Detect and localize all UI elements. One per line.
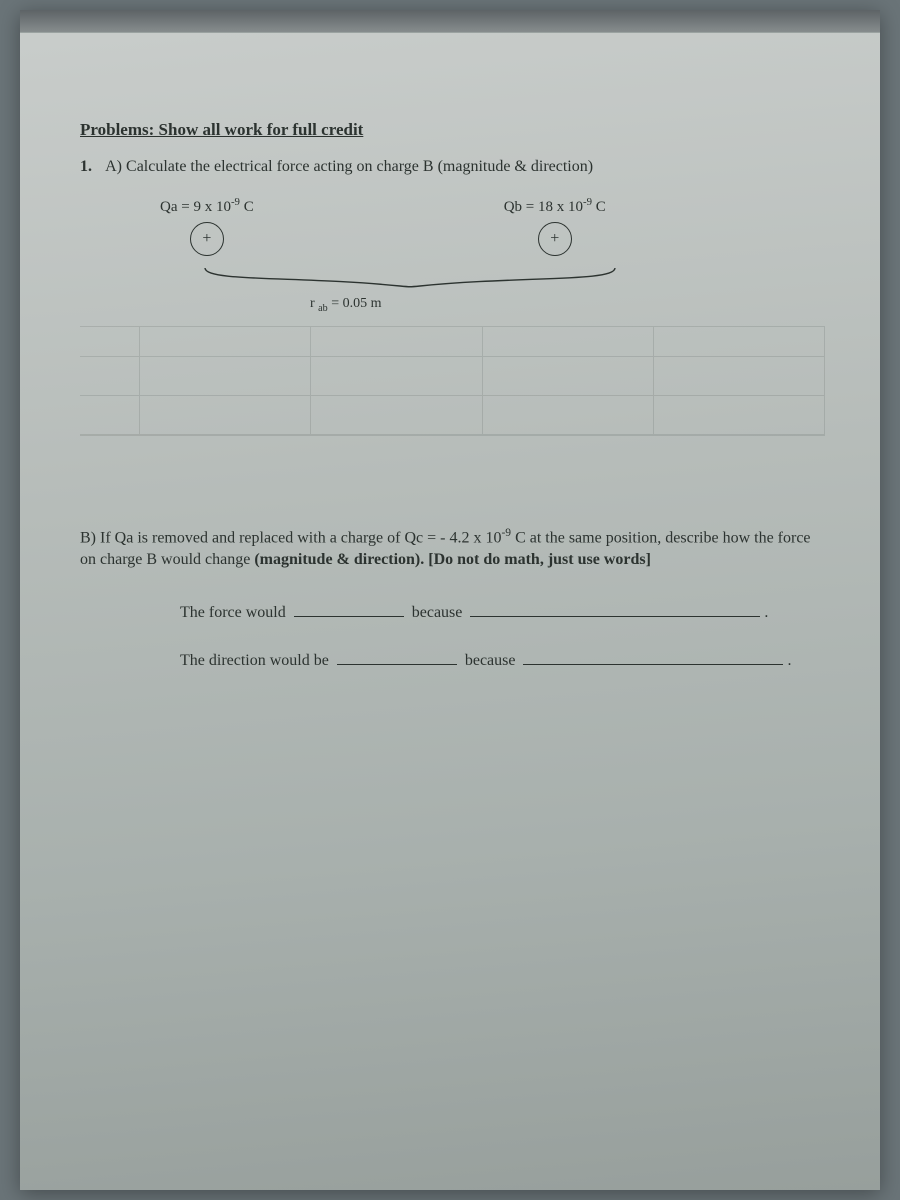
line1-prefix: The force would (180, 604, 286, 621)
qa-circle-icon: + (190, 222, 224, 256)
charge-qa: Qa = 9 x 10-9 C + (160, 196, 254, 256)
section-title: Problems: Show all work for full credit (80, 120, 825, 140)
qb-sign: + (550, 230, 559, 248)
qa-sign: + (202, 230, 211, 248)
problem-1a: 1. A) Calculate the electrical force act… (80, 158, 825, 176)
charge-qb: Qb = 18 x 10-9 C + (504, 196, 606, 256)
qb-label: Qb = 18 x 10-9 C (504, 196, 606, 216)
part-a-label: A) (105, 158, 122, 175)
fill-line-direction: The direction would be because . (180, 648, 825, 670)
qb-circle-icon: + (538, 222, 572, 256)
charges-row: Qa = 9 x 10-9 C + Qb = 18 x 10-9 C + (160, 196, 825, 256)
problem-number: 1. (80, 158, 102, 176)
distance-brace (200, 262, 825, 294)
work-space (80, 436, 825, 526)
blank-force-reason[interactable] (470, 600, 760, 617)
blank-direction-change[interactable] (337, 648, 457, 665)
problem-1b: B) If Qa is removed and replaced with a … (80, 526, 825, 571)
fill-line-force: The force would because . (180, 600, 825, 622)
rab-label: r ab = 0.05 m (310, 296, 825, 314)
line2-because: because (465, 652, 516, 669)
blank-direction-reason[interactable] (523, 648, 783, 665)
part-a-text: Calculate the electrical force acting on… (126, 158, 593, 175)
qa-label: Qa = 9 x 10-9 C (160, 196, 254, 216)
faint-table (80, 326, 825, 436)
line2-prefix: The direction would be (180, 652, 329, 669)
line1-because: because (412, 604, 463, 621)
worksheet-page: Problems: Show all work for full credit … (20, 10, 880, 1190)
blank-force-change[interactable] (294, 600, 404, 617)
brace-icon (200, 262, 620, 294)
